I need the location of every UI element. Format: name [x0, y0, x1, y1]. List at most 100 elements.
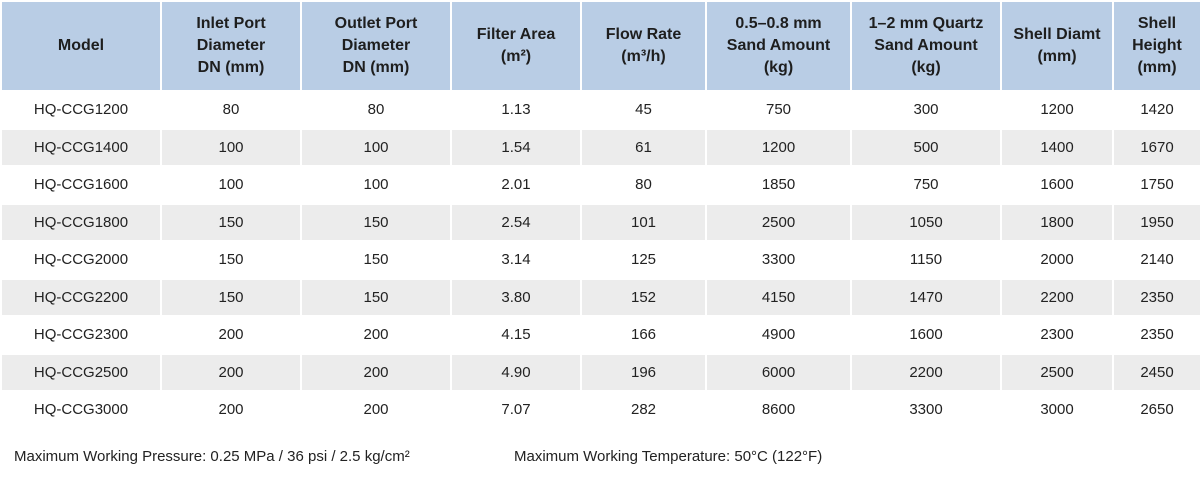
value-cell: 8600 [705, 390, 852, 430]
value-cell: 1420 [1112, 90, 1200, 130]
header-row: Model Inlet Port Diameter DN (mm) Outlet P… [0, 0, 1200, 92]
value-cell: 2500 [1000, 352, 1114, 392]
value-cell: 152 [580, 277, 707, 317]
value-cell: 1200 [1000, 90, 1114, 130]
value-cell: 1150 [850, 240, 1002, 280]
table-row: HQ-CCG1200 80 80 1.13 45 750 300 1200 1420 [0, 90, 1200, 130]
table-row: HQ-CCG2500 200 200 4.90 196 6000 2200 2500 2450 [0, 352, 1200, 392]
value-cell: 196 [580, 352, 707, 392]
value-cell: 80 [160, 90, 302, 130]
header-cell: Model [0, 0, 162, 92]
header-cell: Inlet Port Diameter DN (mm) [160, 0, 302, 92]
value-cell: 200 [300, 315, 452, 355]
header-cell: Filter Area (m²) [450, 0, 582, 92]
value-cell: 1950 [1112, 202, 1200, 242]
value-cell: 1750 [1112, 165, 1200, 205]
value-cell: 750 [705, 90, 852, 130]
value-cell: 3000 [1000, 390, 1114, 430]
value-cell: 200 [300, 352, 452, 392]
value-cell: 1.13 [450, 90, 582, 130]
pressure-note: Maximum Working Pressure: 0.25 MPa / 36 … [14, 448, 410, 465]
value-cell: 2200 [1000, 277, 1114, 317]
value-cell: 2.01 [450, 165, 582, 205]
value-cell: 101 [580, 202, 707, 242]
value-cell: 150 [300, 202, 452, 242]
value-cell: 200 [160, 390, 302, 430]
model-cell: HQ-CCG1200 [0, 90, 162, 130]
header-cell: Shell Diamt (mm) [1000, 0, 1114, 92]
value-cell: 45 [580, 90, 707, 130]
value-cell: 3.14 [450, 240, 582, 280]
header-cell: 1–2 mm Quartz Sand Amount (kg) [850, 0, 1002, 92]
value-cell: 1600 [1000, 165, 1114, 205]
value-cell: 2450 [1112, 352, 1200, 392]
value-cell: 2350 [1112, 315, 1200, 355]
value-cell: 4.15 [450, 315, 582, 355]
value-cell: 1470 [850, 277, 1002, 317]
value-cell: 150 [160, 240, 302, 280]
value-cell: 1.54 [450, 127, 582, 167]
value-cell: 3300 [705, 240, 852, 280]
value-cell: 125 [580, 240, 707, 280]
value-cell: 6000 [705, 352, 852, 392]
value-cell: 300 [850, 90, 1002, 130]
model-cell: HQ-CCG2000 [0, 240, 162, 280]
table-row: HQ-CCG3000 200 200 7.07 282 8600 3300 3000 2650 [0, 390, 1200, 430]
value-cell: 100 [300, 165, 452, 205]
value-cell: 150 [300, 277, 452, 317]
value-cell: 3.80 [450, 277, 582, 317]
model-cell: HQ-CCG2300 [0, 315, 162, 355]
value-cell: 2000 [1000, 240, 1114, 280]
value-cell: 1200 [705, 127, 852, 167]
table-row: HQ-CCG2200 150 150 3.80 152 4150 1470 2200 2350 [0, 277, 1200, 317]
value-cell: 61 [580, 127, 707, 167]
value-cell: 2500 [705, 202, 852, 242]
value-cell: 166 [580, 315, 707, 355]
model-cell: HQ-CCG1800 [0, 202, 162, 242]
value-cell: 750 [850, 165, 1002, 205]
value-cell: 1050 [850, 202, 1002, 242]
spec-table: Model Inlet Port Diameter DN (mm) Outlet P… [0, 0, 1200, 430]
value-cell: 80 [580, 165, 707, 205]
value-cell: 2650 [1112, 390, 1200, 430]
value-cell: 1400 [1000, 127, 1114, 167]
table-body: HQ-CCG1200 80 80 1.13 45 750 300 1200 1420 HQ-CCG… [0, 90, 1200, 430]
model-cell: HQ-CCG1600 [0, 165, 162, 205]
value-cell: 4150 [705, 277, 852, 317]
value-cell: 2200 [850, 352, 1002, 392]
value-cell: 150 [300, 240, 452, 280]
model-cell: HQ-CCG2500 [0, 352, 162, 392]
value-cell: 200 [160, 315, 302, 355]
value-cell: 282 [580, 390, 707, 430]
value-cell: 1670 [1112, 127, 1200, 167]
model-cell: HQ-CCG2200 [0, 277, 162, 317]
value-cell: 4900 [705, 315, 852, 355]
header-cell: Flow Rate (m³/h) [580, 0, 707, 92]
value-cell: 80 [300, 90, 452, 130]
value-cell: 100 [160, 165, 302, 205]
value-cell: 1800 [1000, 202, 1114, 242]
value-cell: 2350 [1112, 277, 1200, 317]
table-row: HQ-CCG2000 150 150 3.14 125 3300 1150 2000 2140 [0, 240, 1200, 280]
value-cell: 2.54 [450, 202, 582, 242]
value-cell: 200 [300, 390, 452, 430]
model-cell: HQ-CCG1400 [0, 127, 162, 167]
table-row: HQ-CCG1600 100 100 2.01 80 1850 750 1600 1750 [0, 165, 1200, 205]
header-cell: Outlet Port Diameter DN (mm) [300, 0, 452, 92]
value-cell: 1850 [705, 165, 852, 205]
temperature-note: Maximum Working Temperature: 50°C (122°F… [514, 448, 823, 465]
value-cell: 500 [850, 127, 1002, 167]
value-cell: 3300 [850, 390, 1002, 430]
model-cell: HQ-CCG3000 [0, 390, 162, 430]
table-row: HQ-CCG1400 100 100 1.54 61 1200 500 1400 1670 [0, 127, 1200, 167]
value-cell: 1600 [850, 315, 1002, 355]
header-cell: 0.5–0.8 mm Sand Amount (kg) [705, 0, 852, 92]
value-cell: 200 [160, 352, 302, 392]
value-cell: 2140 [1112, 240, 1200, 280]
value-cell: 150 [160, 202, 302, 242]
value-cell: 150 [160, 277, 302, 317]
value-cell: 4.90 [450, 352, 582, 392]
table-row: HQ-CCG1800 150 150 2.54 101 2500 1050 1800 1950 [0, 202, 1200, 242]
value-cell: 100 [300, 127, 452, 167]
